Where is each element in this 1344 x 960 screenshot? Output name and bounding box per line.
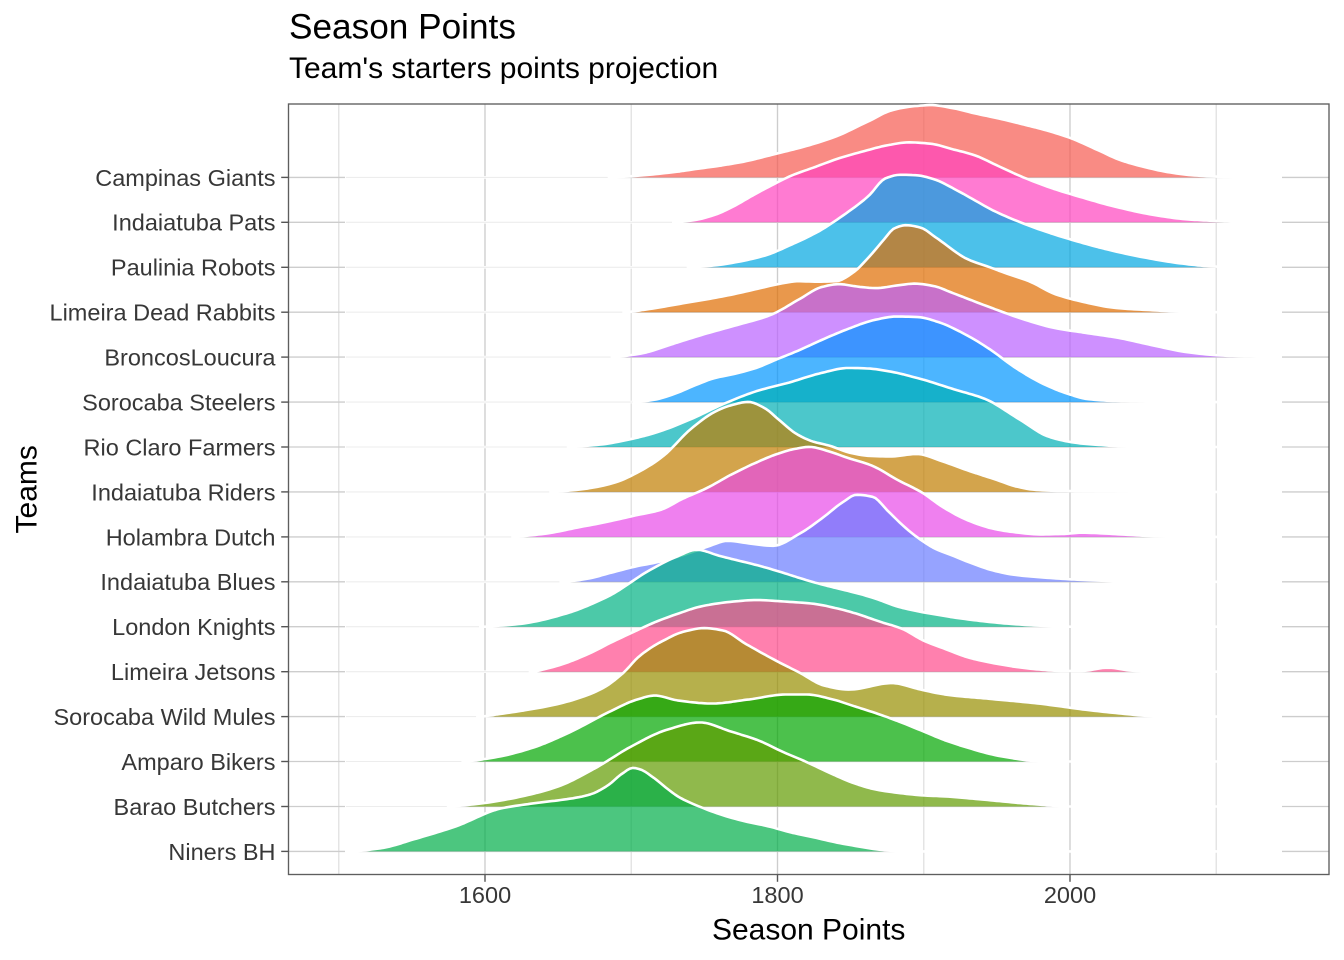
svg-text:Sorocaba Steelers: Sorocaba Steelers bbox=[82, 390, 275, 416]
svg-text:2000: 2000 bbox=[1044, 882, 1096, 908]
svg-text:Sorocaba Wild Mules: Sorocaba Wild Mules bbox=[53, 704, 275, 730]
svg-text:Season Points: Season Points bbox=[289, 8, 516, 47]
svg-text:Indaiatuba Riders: Indaiatuba Riders bbox=[91, 479, 275, 505]
svg-text:Barao Butchers: Barao Butchers bbox=[114, 794, 276, 820]
svg-text:1600: 1600 bbox=[459, 882, 511, 908]
svg-text:Indaiatuba Pats: Indaiatuba Pats bbox=[112, 210, 275, 236]
svg-text:Team's starters points project: Team's starters points projection bbox=[289, 52, 718, 85]
svg-text:Limeira Dead Rabbits: Limeira Dead Rabbits bbox=[50, 300, 276, 326]
svg-text:BroncosLoucura: BroncosLoucura bbox=[104, 345, 276, 371]
svg-text:Niners BH: Niners BH bbox=[168, 839, 275, 865]
svg-text:Limeira Jetsons: Limeira Jetsons bbox=[111, 659, 276, 685]
svg-text:Holambra Dutch: Holambra Dutch bbox=[106, 524, 276, 550]
svg-text:Teams: Teams bbox=[11, 445, 44, 533]
svg-text:Paulinia Robots: Paulinia Robots bbox=[111, 255, 276, 281]
svg-text:London Knights: London Knights bbox=[112, 614, 275, 640]
svg-text:Rio Claro Farmers: Rio Claro Farmers bbox=[84, 434, 276, 460]
svg-text:Amparo Bikers: Amparo Bikers bbox=[121, 749, 275, 775]
svg-text:Campinas Giants: Campinas Giants bbox=[95, 165, 275, 191]
svg-text:Indaiatuba Blues: Indaiatuba Blues bbox=[100, 569, 275, 595]
svg-text:Season Points: Season Points bbox=[712, 914, 905, 947]
svg-text:1800: 1800 bbox=[751, 882, 803, 908]
